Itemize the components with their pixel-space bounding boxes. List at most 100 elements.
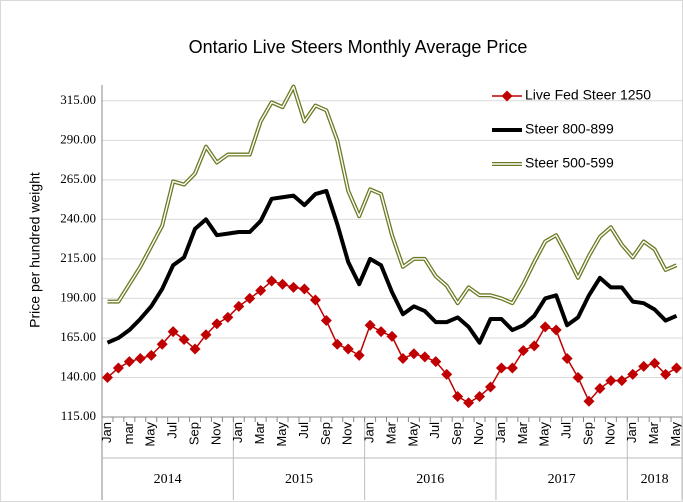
- x-tick-label: Jan: [230, 422, 245, 443]
- data-point: [309, 294, 321, 306]
- y-tick-label: 290.00: [60, 131, 96, 146]
- x-tick-label: May: [668, 422, 683, 447]
- data-point: [463, 397, 475, 409]
- data-point: [627, 368, 639, 380]
- data-point: [605, 375, 617, 387]
- data-point: [375, 326, 387, 338]
- series-line-inner: [107, 85, 677, 304]
- data-point: [397, 353, 409, 365]
- x-tick-label: Nov: [602, 422, 617, 446]
- data-point: [452, 390, 464, 402]
- data-point: [211, 318, 223, 330]
- data-point: [550, 324, 562, 336]
- data-point: [495, 362, 507, 374]
- data-point: [255, 285, 267, 297]
- y-tick-label: 215.00: [60, 250, 96, 265]
- x-tick-label: Nov: [340, 422, 355, 446]
- data-point: [222, 311, 234, 323]
- data-point: [484, 381, 496, 393]
- x-tick-label: May: [143, 422, 158, 447]
- data-point: [167, 326, 179, 338]
- x-tick-label: Jul: [427, 422, 442, 439]
- data-point: [419, 351, 431, 363]
- data-point: [156, 338, 168, 350]
- data-point: [331, 338, 343, 350]
- y-tick-label: 165.00: [60, 329, 96, 344]
- data-point: [517, 345, 529, 357]
- data-point: [671, 362, 683, 374]
- data-point: [506, 362, 518, 374]
- x-tick-label: Mar: [515, 421, 530, 444]
- year-label: 2015: [285, 472, 313, 487]
- y-tick-label: 190.00: [60, 289, 96, 304]
- y-tick-label: 265.00: [60, 171, 96, 186]
- data-point: [266, 275, 278, 287]
- year-label: 2018: [641, 472, 669, 487]
- data-point: [200, 329, 212, 341]
- data-point: [123, 356, 135, 368]
- x-tick-label: Sep: [580, 422, 595, 445]
- data-point: [474, 390, 486, 402]
- y-tick-label: 315.00: [60, 92, 96, 107]
- data-point: [561, 353, 573, 365]
- data-point: [616, 375, 628, 387]
- data-point: [101, 371, 113, 383]
- x-tick-label: May: [537, 422, 552, 447]
- data-point: [112, 362, 124, 374]
- data-point: [298, 283, 310, 295]
- legend-label: Steer 500-599: [525, 155, 614, 171]
- year-label: 2016: [416, 472, 444, 487]
- data-point: [441, 368, 453, 380]
- data-point: [528, 340, 540, 352]
- data-point: [244, 292, 256, 304]
- x-tick-label: Mar: [646, 421, 661, 444]
- data-point: [364, 319, 376, 331]
- data-point: [660, 368, 672, 380]
- data-point: [134, 353, 146, 365]
- y-tick-label: 115.00: [61, 408, 96, 423]
- y-tick-label: 140.00: [60, 368, 96, 383]
- x-tick-label: Nov: [208, 422, 223, 446]
- x-tick-label: mar: [121, 421, 136, 444]
- year-label: 2014: [154, 472, 182, 487]
- x-tick-label: Sep: [449, 422, 464, 445]
- x-tick-label: May: [274, 422, 289, 447]
- legend-label: Steer 800-899: [525, 121, 614, 137]
- data-point: [320, 315, 332, 327]
- x-tick-label: Jan: [624, 422, 639, 443]
- data-point: [583, 395, 595, 407]
- data-point: [233, 300, 245, 312]
- data-point: [638, 360, 650, 372]
- data-point: [189, 343, 201, 355]
- data-point: [539, 321, 551, 333]
- x-tick-label: Nov: [471, 422, 486, 446]
- data-point: [342, 343, 354, 355]
- data-point: [145, 349, 157, 361]
- data-point: [386, 330, 398, 342]
- data-point: [408, 348, 420, 360]
- data-point: [430, 356, 442, 368]
- x-tick-label: Jul: [165, 422, 180, 439]
- data-point: [594, 383, 606, 395]
- y-axis-label: Price per hundred weight: [27, 172, 43, 328]
- x-tick-label: Jan: [362, 422, 377, 443]
- legend-marker: [501, 90, 513, 102]
- data-point: [572, 371, 584, 383]
- x-tick-label: Jul: [296, 422, 311, 439]
- data-point: [353, 349, 365, 361]
- x-tick-label: Mar: [252, 421, 267, 444]
- data-point: [178, 334, 190, 346]
- chart-title: Ontario Live Steers Monthly Average Pric…: [189, 37, 528, 57]
- x-tick-label: Sep: [318, 422, 333, 445]
- year-label: 2017: [548, 472, 576, 487]
- x-tick-label: Sep: [186, 422, 201, 445]
- data-point: [649, 357, 661, 369]
- legend-label: Live Fed Steer 1250: [525, 87, 651, 103]
- x-tick-label: Jan: [99, 422, 114, 443]
- data-point: [277, 278, 289, 290]
- y-tick-label: 240.00: [60, 210, 96, 225]
- x-tick-label: Jul: [559, 422, 574, 439]
- x-tick-label: Jan: [493, 422, 508, 443]
